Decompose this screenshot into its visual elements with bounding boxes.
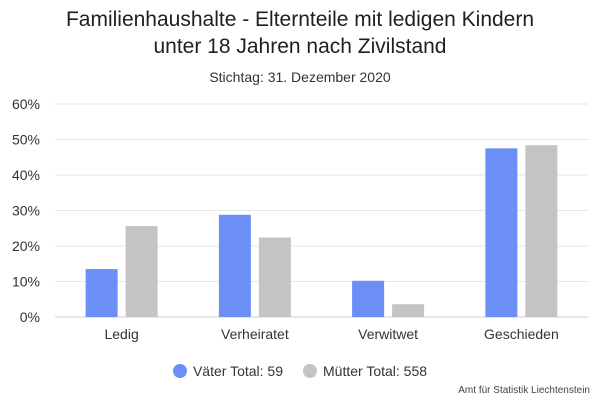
y-tick-label: 60%: [12, 96, 40, 112]
chart-title: Familienhaushalte - Elternteile mit ledi…: [0, 6, 600, 60]
chart-title-line-1: Familienhaushalte - Elternteile mit ledi…: [65, 8, 535, 31]
bar-vaeter-geschieden: [485, 148, 518, 317]
chart-subtitle: Stichtag: 31. Dezember 2020: [209, 69, 391, 85]
y-tick-label: 0%: [20, 309, 40, 325]
bar-muetter-geschieden: [525, 145, 558, 317]
legend-swatch-muetter: [303, 364, 317, 378]
y-tick-label: 10%: [12, 274, 40, 290]
legend-item-muetter[interactable]: Mütter Total: 558: [303, 363, 427, 379]
bar-vaeter-verwitwet: [352, 280, 385, 317]
legend: Väter Total: 59 Mütter Total: 558: [0, 363, 600, 379]
x-tick-label: Verwitwet: [358, 326, 418, 342]
bar-muetter-ledig: [125, 226, 158, 317]
bar-vaeter-ledig: [85, 269, 118, 317]
legend-label-muetter: Mütter Total: 558: [323, 363, 428, 379]
x-tick-label: Verheiratet: [221, 326, 289, 342]
y-tick-label: 50%: [12, 132, 40, 148]
bar-muetter-verheiratet: [258, 237, 291, 317]
legend-swatch-vaeter: [172, 364, 187, 378]
legend-label-vaeter: Väter Total: 59: [192, 363, 283, 379]
x-tick-label: Geschieden: [484, 326, 559, 342]
y-tick-label: 40%: [12, 167, 40, 183]
chart-title-line-2: unter 18 Jahren nach Zivilstand: [153, 35, 447, 58]
bar-vaeter-verheiratet: [218, 214, 251, 317]
credits[interactable]: Amt für Statistik Liechtenstein: [458, 385, 590, 396]
y-tick-label: 30%: [12, 203, 40, 219]
bar-muetter-verwitwet: [392, 304, 425, 317]
y-tick-label: 20%: [12, 238, 40, 254]
x-tick-label: Ledig: [104, 326, 138, 342]
legend-item-vaeter[interactable]: Väter Total: 59: [172, 363, 283, 379]
